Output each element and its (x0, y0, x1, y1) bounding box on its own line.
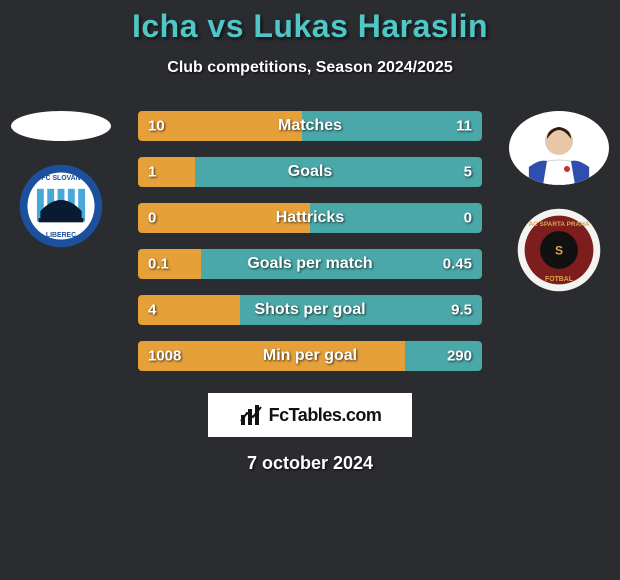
sparta-praha-icon: S AC SPARTA PRAHA FOTBAL (516, 207, 602, 293)
player-left-avatar (11, 111, 111, 141)
bar-value-right: 5 (464, 164, 472, 181)
bar-value-left: 1008 (148, 348, 181, 365)
bar-value-left: 10 (148, 118, 165, 135)
bar-row: Shots per goal4 9.5 (138, 295, 482, 325)
bar-row: Hattricks0 0 (138, 203, 482, 233)
bar-label: Min per goal (138, 347, 482, 365)
svg-text:FC SLOVAN: FC SLOVAN (41, 175, 80, 182)
bar-value-right: 0 (464, 210, 472, 227)
svg-text:LIBEREC: LIBEREC (46, 232, 76, 239)
brand-badge: FcTables.com (208, 393, 412, 437)
bar-label: Matches (138, 117, 482, 135)
player-photo-icon (519, 115, 599, 185)
bar-value-left: 0 (148, 210, 156, 227)
bar-value-right: 9.5 (451, 302, 472, 319)
brand-text: FcTables.com (269, 405, 382, 426)
bar-label: Shots per goal (138, 301, 482, 319)
bar-chart-icon (239, 403, 263, 427)
player-right-avatar (509, 111, 609, 185)
bar-value-left: 1 (148, 164, 156, 181)
bar-value-left: 0.1 (148, 256, 169, 273)
bar-value-left: 4 (148, 302, 156, 319)
bar-row: Matches10 11 (138, 111, 482, 141)
svg-text:AC SPARTA PRAHA: AC SPARTA PRAHA (528, 221, 589, 228)
bar-label: Hattricks (138, 209, 482, 227)
comparison-bars: Matches10 11 Goals1 5 Hattricks0 0 Goals per m… (138, 111, 482, 387)
date-text: 7 october 2024 (0, 453, 620, 474)
left-column: FC SLOVAN LIBEREC (6, 111, 116, 249)
bar-row: Goals1 5 (138, 157, 482, 187)
subtitle: Club competitions, Season 2024/2025 (0, 59, 620, 77)
page-title: Icha vs Lukas Haraslin (0, 0, 620, 45)
bar-label: Goals (138, 163, 482, 181)
bar-value-right: 290 (447, 348, 472, 365)
bar-value-right: 11 (456, 118, 472, 135)
bar-label: Goals per match (138, 255, 482, 273)
club-right-badge: S AC SPARTA PRAHA FOTBAL (516, 207, 602, 293)
comparison-panel: FC SLOVAN LIBEREC (0, 111, 620, 381)
right-column: S AC SPARTA PRAHA FOTBAL (504, 111, 614, 293)
slovan-liberec-icon: FC SLOVAN LIBEREC (18, 163, 104, 249)
bar-row: Min per goal1008 290 (138, 341, 482, 371)
svg-text:S: S (555, 243, 563, 257)
svg-text:FOTBAL: FOTBAL (545, 276, 573, 283)
bar-value-right: 0.45 (443, 256, 472, 273)
bar-row: Goals per match0.1 0.45 (138, 249, 482, 279)
club-left-badge: FC SLOVAN LIBEREC (18, 163, 104, 249)
